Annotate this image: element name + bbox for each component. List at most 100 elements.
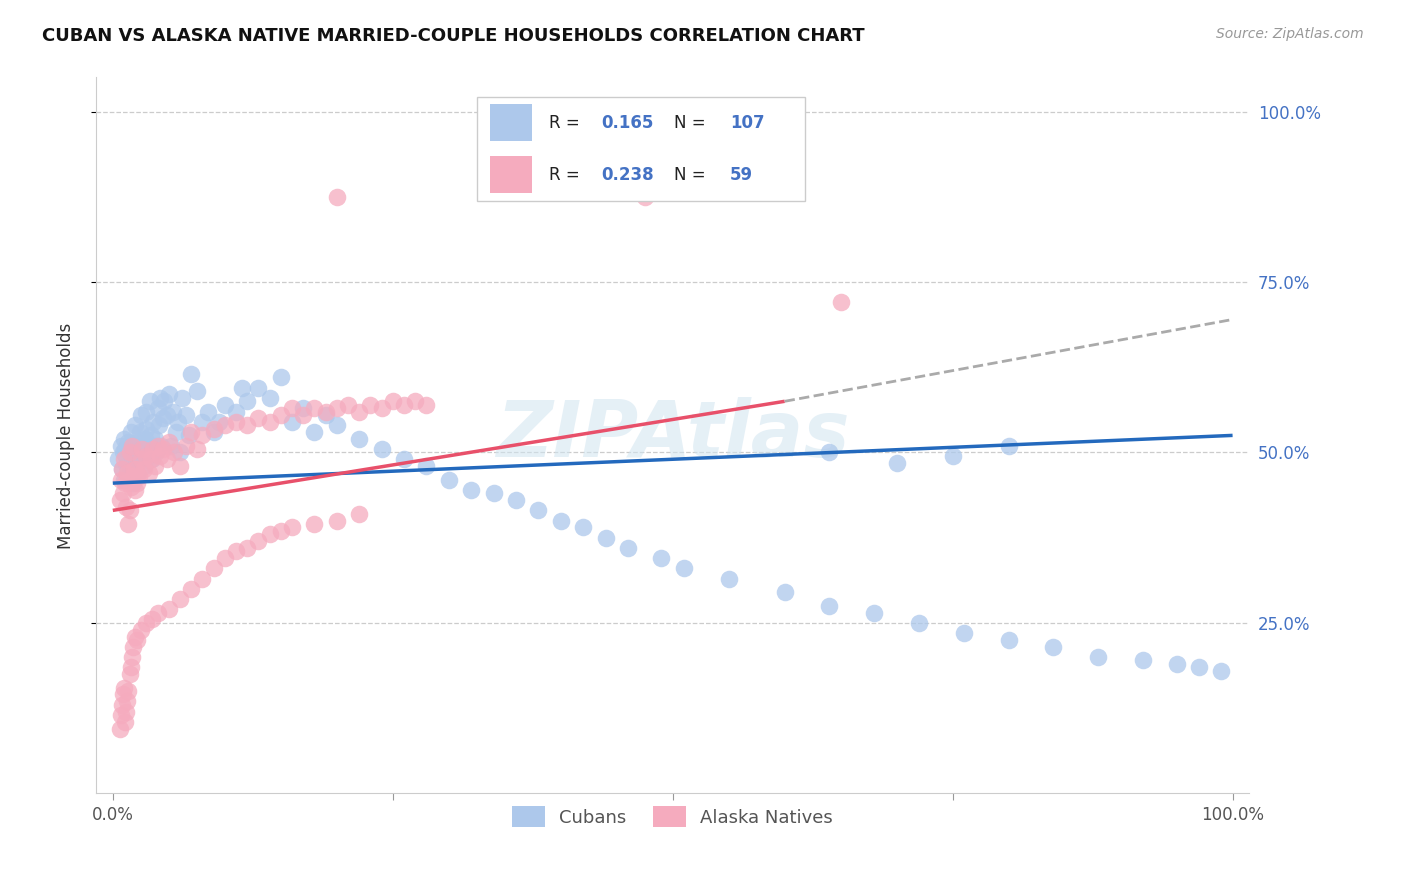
- Text: Source: ZipAtlas.com: Source: ZipAtlas.com: [1216, 27, 1364, 41]
- Point: [160, 439, 183, 453]
- Point: [117, 466, 139, 480]
- Point: [1211, 664, 1233, 678]
- Point: [134, 432, 156, 446]
- Point: [157, 387, 180, 401]
- Point: [128, 469, 150, 483]
- Point: [142, 442, 165, 456]
- Point: [148, 418, 170, 433]
- Point: [370, 401, 392, 416]
- Point: [135, 421, 157, 435]
- Point: [110, 708, 132, 723]
- Point: [392, 398, 415, 412]
- Point: [138, 466, 160, 480]
- Point: [124, 459, 146, 474]
- Point: [304, 516, 326, 531]
- Point: [225, 415, 247, 429]
- Point: [186, 384, 208, 398]
- Point: [108, 722, 131, 736]
- Point: [460, 483, 482, 497]
- Point: [174, 439, 197, 453]
- Point: [129, 452, 152, 467]
- Point: [953, 626, 976, 640]
- Point: [118, 667, 141, 681]
- Point: [169, 459, 191, 474]
- Point: [231, 381, 253, 395]
- Point: [281, 415, 304, 429]
- Point: [107, 452, 129, 467]
- Point: [1042, 640, 1064, 654]
- Point: [114, 442, 136, 456]
- Point: [124, 483, 146, 497]
- Point: [326, 401, 349, 416]
- Point: [259, 391, 281, 405]
- Point: [392, 452, 415, 467]
- Point: [135, 615, 157, 630]
- Point: [180, 367, 202, 381]
- Point: [134, 459, 156, 474]
- Point: [143, 432, 166, 446]
- Point: [155, 408, 177, 422]
- Point: [115, 449, 138, 463]
- Point: [202, 561, 225, 575]
- Point: [1087, 650, 1109, 665]
- Point: [149, 439, 172, 453]
- Point: [141, 452, 163, 467]
- Point: [117, 435, 139, 450]
- Point: [326, 190, 349, 204]
- Point: [135, 449, 157, 463]
- Point: [773, 585, 796, 599]
- Point: [132, 445, 155, 459]
- Point: [122, 439, 145, 453]
- Point: [191, 415, 214, 429]
- Point: [225, 404, 247, 418]
- Point: [120, 660, 142, 674]
- Point: [169, 445, 191, 459]
- Point: [174, 408, 197, 422]
- Point: [177, 428, 200, 442]
- Point: [122, 476, 145, 491]
- Point: [617, 541, 640, 555]
- Point: [112, 432, 135, 446]
- Point: [115, 500, 138, 514]
- Point: [143, 439, 166, 453]
- Point: [127, 469, 149, 483]
- Point: [121, 650, 143, 665]
- Point: [165, 425, 187, 439]
- Point: [111, 486, 134, 500]
- Point: [122, 462, 145, 476]
- Point: [149, 391, 172, 405]
- Point: [127, 435, 149, 450]
- Point: [717, 572, 740, 586]
- Point: [482, 486, 505, 500]
- Point: [818, 599, 841, 613]
- Point: [139, 428, 162, 442]
- Point: [121, 439, 143, 453]
- Point: [111, 688, 134, 702]
- Point: [595, 531, 617, 545]
- Point: [136, 449, 159, 463]
- Point: [259, 415, 281, 429]
- Point: [120, 425, 142, 439]
- Point: [281, 520, 304, 534]
- Point: [997, 439, 1019, 453]
- Point: [247, 411, 270, 425]
- Point: [127, 632, 149, 647]
- Point: [149, 449, 172, 463]
- Point: [152, 411, 174, 425]
- Point: [120, 479, 142, 493]
- Point: [247, 381, 270, 395]
- Point: [131, 452, 153, 467]
- Point: [304, 425, 326, 439]
- Point: [112, 473, 135, 487]
- Point: [112, 681, 135, 695]
- Point: [415, 398, 437, 412]
- Point: [111, 445, 134, 459]
- Point: [381, 394, 404, 409]
- Point: [270, 408, 292, 422]
- Point: [863, 606, 886, 620]
- Point: [214, 398, 236, 412]
- Point: [347, 507, 370, 521]
- Point: [155, 452, 177, 467]
- Point: [572, 520, 595, 534]
- Point: [121, 452, 143, 467]
